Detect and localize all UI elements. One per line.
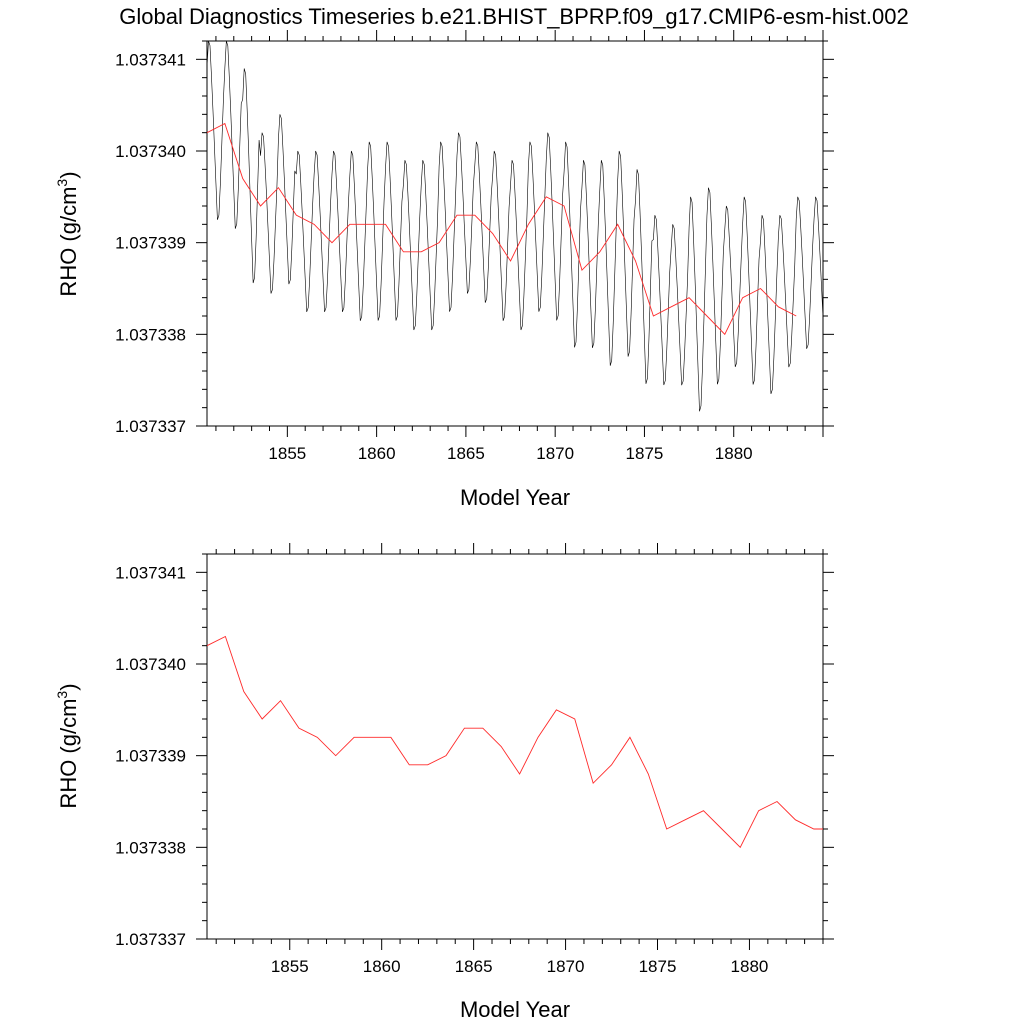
top-panel: Model Year RHO (g/cm3) 1855 1860 1865 1870 1… [54, 30, 834, 510]
bottom-y-axis-label: RHO (g/cm3) [54, 683, 81, 808]
x-tick-label: 1865 [447, 444, 485, 463]
top-tick-labels: 1855 1860 1865 1870 1875 1880 1.037337 1.037338… [115, 50, 753, 463]
annual-mean-series-line [206, 635, 823, 849]
y-tick-label: 1.037340 [115, 655, 186, 674]
x-tick-label: 1875 [626, 444, 664, 463]
x-tick-label: 1855 [271, 957, 309, 976]
bottom-axis-ticks [196, 543, 834, 950]
annual-mean-series-line [206, 122, 797, 336]
y-tick-label: 1.037341 [115, 563, 186, 582]
x-tick-label: 1860 [363, 957, 401, 976]
bottom-plot-frame [206, 553, 824, 940]
bottom-series [206, 635, 823, 849]
x-tick-label: 1860 [358, 444, 396, 463]
y-tick-label: 1.037337 [115, 930, 186, 949]
monthly-series-line [206, 40, 824, 412]
top-plot-frame [206, 40, 824, 427]
x-tick-label: 1855 [268, 444, 306, 463]
y-tick-label: 1.037337 [115, 417, 186, 436]
top-y-axis-label: RHO (g/cm3) [54, 171, 81, 296]
x-tick-label: 1865 [455, 957, 493, 976]
x-tick-label: 1875 [639, 957, 677, 976]
x-tick-label: 1880 [715, 444, 753, 463]
y-tick-label: 1.037339 [115, 747, 186, 766]
y-tick-label: 1.037340 [115, 142, 186, 161]
x-tick-label: 1880 [731, 957, 769, 976]
bottom-tick-labels: 1855 1860 1865 1870 1875 1880 1.037337 1.037338… [115, 563, 768, 976]
top-series [206, 40, 824, 412]
top-x-axis-label: Model Year [460, 485, 570, 510]
x-tick-label: 1870 [547, 957, 585, 976]
x-tick-label: 1870 [536, 444, 574, 463]
y-tick-label: 1.037339 [115, 234, 186, 253]
top-axis-ticks [196, 30, 834, 437]
figure-title: Global Diagnostics Timeseries b.e21.BHIS… [119, 4, 909, 29]
bottom-panel: Model Year RHO (g/cm3) 1855 1860 1865 1870 1… [54, 543, 834, 1022]
bottom-x-axis-label: Model Year [460, 997, 570, 1022]
y-tick-label: 1.037341 [115, 50, 186, 69]
y-tick-label: 1.037338 [115, 838, 186, 857]
y-tick-label: 1.037338 [115, 325, 186, 344]
